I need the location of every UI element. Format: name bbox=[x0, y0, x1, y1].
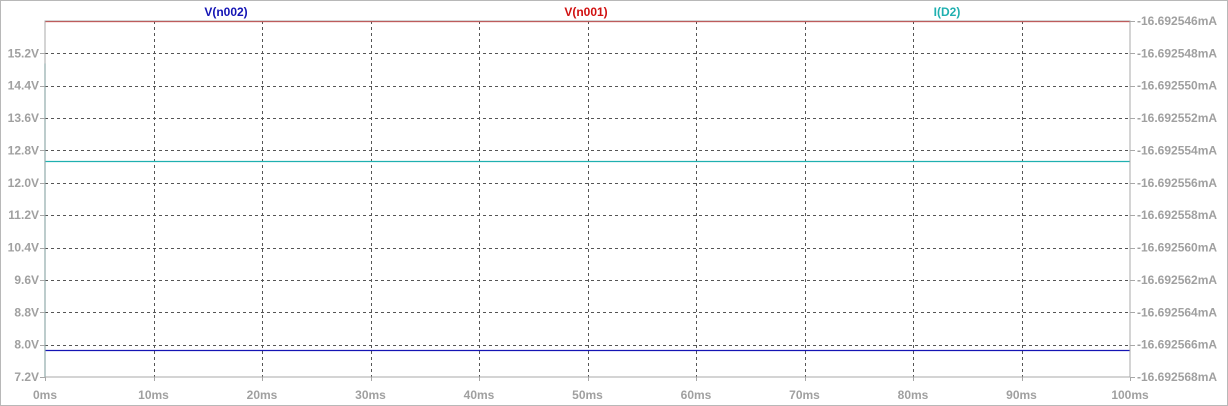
y-left-tick-label: 14.4V bbox=[8, 79, 39, 93]
y-left-tick-label: 11.2V bbox=[8, 208, 39, 222]
y-left-tick-label: 9.6V bbox=[14, 273, 39, 287]
y-right-tick-label: -16.692556mA bbox=[1137, 176, 1217, 190]
x-tick-label: 60ms bbox=[681, 388, 712, 402]
y-right-tick-label: -16.692566mA bbox=[1137, 338, 1217, 352]
x-tick-label: 80ms bbox=[898, 388, 929, 402]
y-left-tick-label: 7.2V bbox=[14, 370, 39, 384]
y-right-tick-label: -16.692560mA bbox=[1137, 241, 1217, 255]
y-left-tick-label: 12.8V bbox=[8, 143, 39, 157]
y-right-tick-label: -16.692554mA bbox=[1137, 143, 1217, 157]
x-tick-label: 100ms bbox=[1111, 388, 1149, 402]
x-tick-label: 20ms bbox=[247, 388, 278, 402]
y-right-tick-label: -16.692562mA bbox=[1137, 273, 1217, 287]
y-left-tick-label: 13.6V bbox=[8, 111, 39, 125]
x-tick-label: 40ms bbox=[464, 388, 495, 402]
legend-label-2: I(D2) bbox=[934, 5, 961, 19]
y-left-tick-label: 10.4V bbox=[8, 241, 39, 255]
series-trace-2 bbox=[44, 63, 1130, 378]
y-left-tick-label: 8.0V bbox=[14, 338, 39, 352]
plot-frame bbox=[44, 20, 1131, 378]
series-layer bbox=[44, 20, 1130, 378]
y-left-tick-label: 12.0V bbox=[8, 176, 39, 190]
axes bbox=[40, 20, 1135, 381]
x-tick-label: 30ms bbox=[355, 388, 386, 402]
y-right-tick-label: -16.692548mA bbox=[1137, 46, 1217, 60]
x-tick-label: 90ms bbox=[1006, 388, 1037, 402]
legend-label-1: V(n001) bbox=[564, 5, 607, 19]
grid bbox=[45, 21, 1130, 377]
x-tick-label: 10ms bbox=[138, 388, 169, 402]
y-right-tick-label: -16.692546mA bbox=[1137, 14, 1217, 28]
labels: 0ms 10ms 20ms 30ms 40ms 50ms 60ms 70ms 80ms 90ms 1… bbox=[8, 5, 1218, 402]
x-tick-label: 50ms bbox=[572, 388, 603, 402]
y-right-tick-label: -16.692568mA bbox=[1137, 370, 1217, 384]
y-left-tick-label: 15.2V bbox=[8, 46, 39, 60]
x-tick-label: 70ms bbox=[789, 388, 820, 402]
y-right-tick-label: -16.692558mA bbox=[1137, 208, 1217, 222]
x-tick-label: 0ms bbox=[33, 388, 57, 402]
y-left-tick-label: 8.8V bbox=[14, 305, 39, 319]
y-right-tick-label: -16.692552mA bbox=[1137, 111, 1217, 125]
legend-label-0: V(n002) bbox=[204, 5, 247, 19]
y-right-tick-label: -16.692564mA bbox=[1137, 305, 1217, 319]
y-right-tick-label: -16.692550mA bbox=[1137, 79, 1217, 93]
